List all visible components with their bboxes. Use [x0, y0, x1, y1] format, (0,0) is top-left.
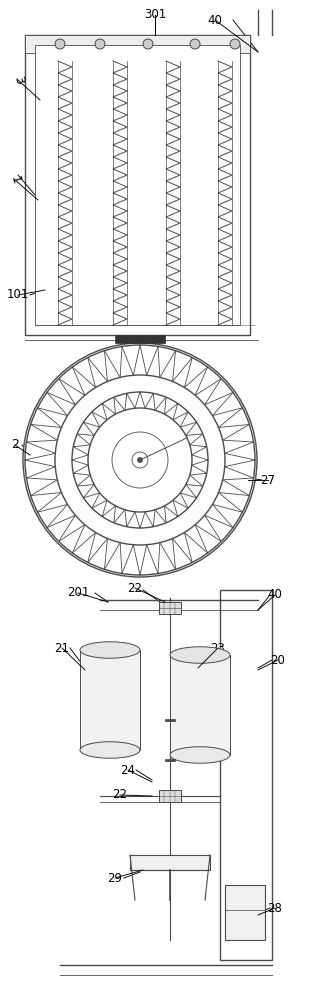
Ellipse shape: [80, 642, 140, 658]
Text: 24: 24: [121, 764, 136, 776]
Ellipse shape: [170, 747, 230, 763]
Ellipse shape: [170, 647, 230, 663]
Text: 22: 22: [112, 788, 127, 802]
Circle shape: [230, 39, 240, 49]
Bar: [130, 855, 210, 870]
Text: 27: 27: [260, 474, 275, 487]
Bar: [25, 35, 250, 53]
Text: 201: 201: [67, 586, 89, 599]
Bar: [220, 590, 272, 960]
Text: 21: 21: [54, 642, 69, 654]
Text: 29: 29: [107, 871, 122, 884]
Circle shape: [88, 408, 192, 512]
Bar: [80, 650, 140, 750]
Text: 40: 40: [208, 13, 223, 26]
Text: 2: 2: [11, 438, 19, 452]
Circle shape: [23, 343, 257, 577]
Circle shape: [112, 432, 168, 488]
Text: 20: 20: [270, 654, 285, 666]
Bar: [115, 335, 165, 343]
Circle shape: [137, 458, 142, 462]
Bar: [225, 885, 265, 940]
Text: 1: 1: [8, 175, 22, 185]
Bar: [159, 790, 181, 802]
Ellipse shape: [80, 742, 140, 758]
Circle shape: [190, 39, 200, 49]
Text: 3: 3: [11, 75, 25, 85]
Text: 22: 22: [127, 582, 142, 594]
Bar: [25, 35, 250, 335]
Circle shape: [95, 39, 105, 49]
Circle shape: [132, 452, 148, 468]
Text: 101: 101: [7, 288, 29, 302]
Circle shape: [55, 375, 225, 545]
Bar: [170, 655, 230, 755]
Circle shape: [143, 39, 153, 49]
Text: 40: 40: [268, 588, 282, 601]
Bar: [35, 45, 240, 325]
Circle shape: [55, 39, 65, 49]
Text: 28: 28: [268, 902, 282, 914]
Text: 301: 301: [144, 8, 166, 21]
Text: 23: 23: [211, 642, 225, 654]
Circle shape: [72, 392, 208, 528]
Bar: [159, 602, 181, 614]
